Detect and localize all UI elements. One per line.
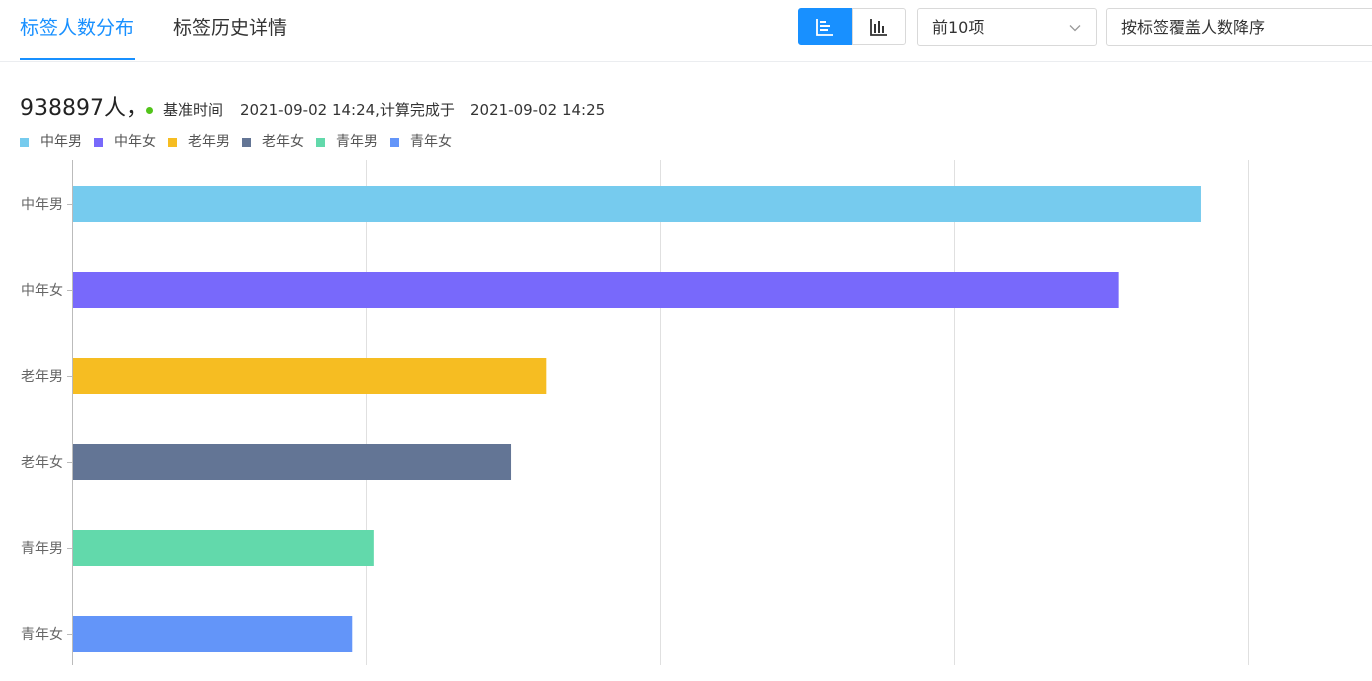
sort-select-value: 按标签覆盖人数降序 [1121, 18, 1266, 37]
y-tick-label: 中年女 [21, 282, 63, 299]
finished-time: 2021-09-02 14:25 [470, 101, 606, 119]
bar [73, 530, 374, 566]
bar [73, 186, 1201, 222]
legend-swatch [168, 138, 177, 147]
base-time-label: 基准时间 [163, 101, 224, 119]
sort-select[interactable]: 按标签覆盖人数降序 [1106, 8, 1372, 46]
y-tick-label: 青年女 [21, 626, 63, 643]
legend-swatch [20, 138, 29, 147]
legend-label: 青年女 [410, 134, 452, 150]
bar [73, 358, 547, 394]
status-dot [146, 107, 153, 114]
legend-label: 中年女 [114, 134, 156, 150]
horizontal-bar-chart-icon [816, 19, 833, 36]
top-n-select[interactable]: 前10项 [917, 8, 1097, 46]
vertical-bar-chart-button[interactable] [852, 8, 906, 45]
bar [73, 616, 353, 652]
legend-swatch [94, 138, 103, 147]
tab-label-distribution[interactable]: 标签人数分布 [20, 17, 135, 39]
top-bar: 标签人数分布 标签历史详情 前10项 按标签覆盖人数降序 [0, 0, 1372, 62]
y-tick-label: 中年男 [21, 197, 63, 213]
bar [73, 444, 512, 480]
top-n-select-value: 前10项 [932, 18, 985, 37]
legend-label: 中年男 [40, 134, 82, 150]
active-tab-indicator [20, 58, 135, 60]
y-tick-label: 老年男 [21, 369, 63, 385]
chevron-down-icon [1069, 25, 1081, 32]
base-time: 2021-09-02 14:24,计算完成于 [240, 101, 455, 119]
legend-swatch [316, 138, 325, 147]
tab-label-history[interactable]: 标签历史详情 [173, 17, 288, 39]
legend-label: 老年男 [188, 134, 230, 150]
y-tick-label: 青年男 [21, 541, 63, 557]
legend-swatch [242, 138, 251, 147]
legend-swatch [390, 138, 399, 147]
bar [73, 272, 1119, 308]
total-count: 938897人， [20, 96, 148, 121]
vertical-bar-chart-icon [870, 19, 887, 36]
horizontal-bar-chart-button[interactable] [798, 8, 852, 45]
legend-label: 老年女 [262, 134, 304, 150]
legend-label: 青年男 [336, 134, 378, 150]
y-tick-label: 老年女 [21, 454, 63, 471]
